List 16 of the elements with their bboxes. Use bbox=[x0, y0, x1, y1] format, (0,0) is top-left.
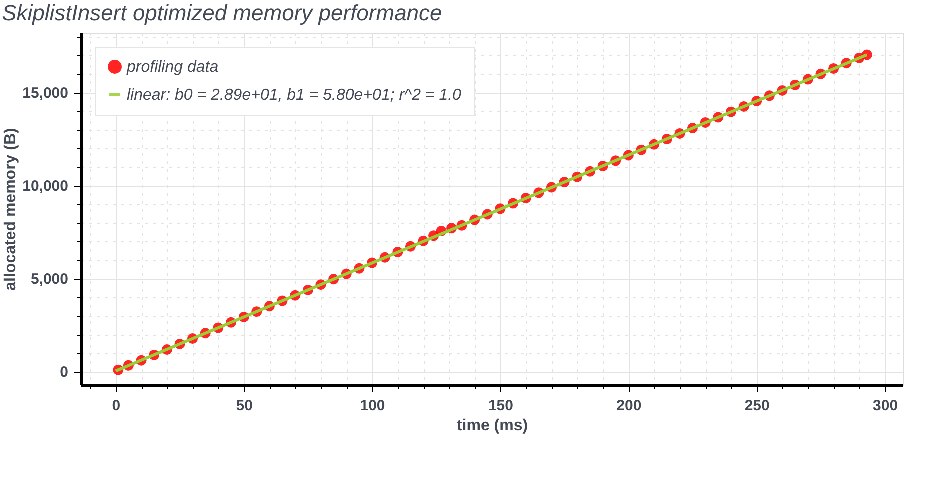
x-tick-label: 100 bbox=[360, 398, 386, 414]
x-tick-label: 200 bbox=[616, 398, 642, 414]
x-tick-label: 250 bbox=[744, 398, 770, 414]
x-tick-label: 300 bbox=[873, 398, 898, 414]
legend-label: profiling data bbox=[126, 59, 219, 76]
y-tick-label: 10,000 bbox=[22, 178, 68, 196]
x-tick-label: 150 bbox=[488, 398, 514, 414]
legend-label: linear: b0 = 2.89e+01, b1 = 5.80e+01; r^2 = 1.0 bbox=[127, 87, 462, 104]
y-tick-label: 5,000 bbox=[30, 271, 68, 288]
x-tick-label: 0 bbox=[112, 398, 121, 414]
y-tick-label: 15,000 bbox=[22, 85, 68, 102]
x-tick-label: 50 bbox=[236, 398, 253, 414]
x-axis-title: time (ms) bbox=[456, 418, 528, 434]
y-tick-label: 0 bbox=[60, 364, 68, 382]
y-axis-title: allocated memory (B) bbox=[2, 128, 20, 291]
chart-title: SkiplistInsert optimized memory performance bbox=[2, 0, 442, 26]
